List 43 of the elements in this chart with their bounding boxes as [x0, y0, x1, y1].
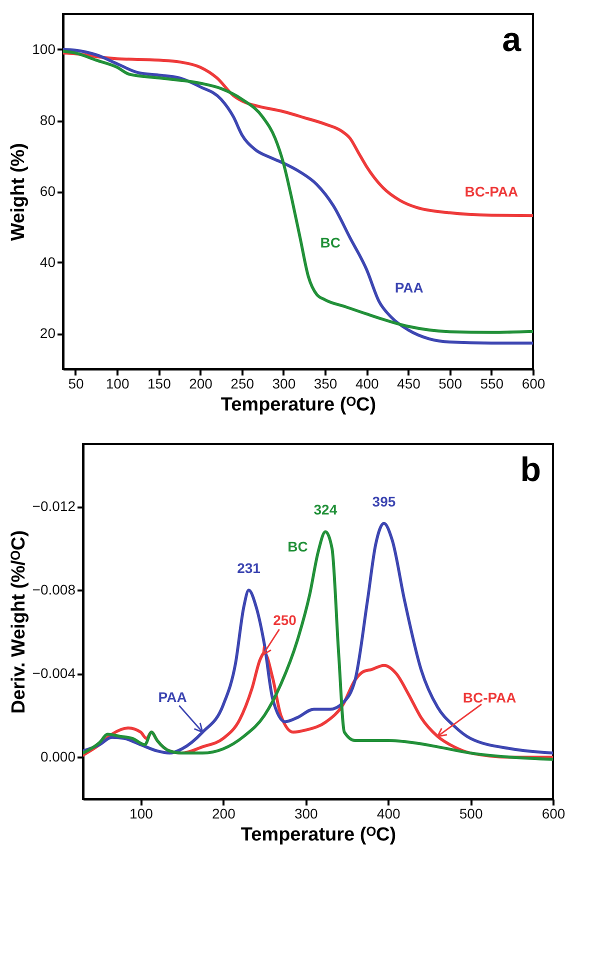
- x-tick-label: 500: [459, 806, 483, 822]
- annotation: 231: [237, 560, 261, 576]
- series-label: BC-PAA: [464, 183, 518, 200]
- x-tick-label: 300: [272, 376, 296, 392]
- y-tick-label: 40: [40, 254, 56, 270]
- series-label: PAA: [394, 280, 424, 296]
- y-tick-label: 100: [32, 41, 56, 57]
- x-axis-title: Temperature (ᴼC): [220, 394, 376, 416]
- series-label: BC: [320, 234, 341, 251]
- annotation: 250: [273, 612, 297, 628]
- y-axis-title: Weight (%): [8, 143, 30, 241]
- text: BC-PAA: [462, 689, 516, 706]
- x-tick-label: 50: [68, 376, 84, 392]
- y-tick-label: 0.000: [40, 748, 76, 765]
- x-tick-label: 350: [314, 376, 338, 392]
- x-tick-label: 250: [230, 376, 254, 392]
- series-label: BC: [288, 538, 308, 554]
- annotation: b: [520, 451, 541, 489]
- annotation: 324: [314, 502, 338, 518]
- x-tick-label: 150: [147, 376, 172, 392]
- x-tick-label: 500: [438, 376, 462, 392]
- text: PAA: [158, 689, 187, 706]
- x-tick-label: 300: [294, 806, 318, 822]
- x-tick-label: 550: [480, 376, 504, 392]
- x-tick-label: 450: [397, 376, 421, 392]
- y-tick-label: −0.012: [32, 498, 76, 514]
- x-tick-label: 100: [106, 376, 130, 392]
- y-tick-label: 20: [40, 325, 56, 341]
- y-tick-label: −0.004: [32, 665, 76, 682]
- y-tick-label: 60: [40, 183, 56, 199]
- annotation: a: [502, 21, 522, 59]
- x-tick-label: 400: [376, 806, 400, 822]
- annotation: 395: [372, 493, 396, 510]
- y-tick-label: −0.008: [32, 582, 76, 598]
- y-tick-label: 80: [40, 112, 56, 128]
- y-axis-title: Deriv. Weight (%/ᴼC): [8, 530, 30, 714]
- x-tick-label: 200: [189, 376, 213, 392]
- x-tick-label: 400: [355, 376, 380, 392]
- x-tick-label: 100: [130, 806, 154, 822]
- x-axis-title: Temperature (ᴼC): [240, 824, 396, 846]
- x-tick-label: 600: [522, 376, 546, 392]
- x-tick-label: 200: [212, 806, 236, 822]
- x-tick-label: 600: [542, 806, 566, 822]
